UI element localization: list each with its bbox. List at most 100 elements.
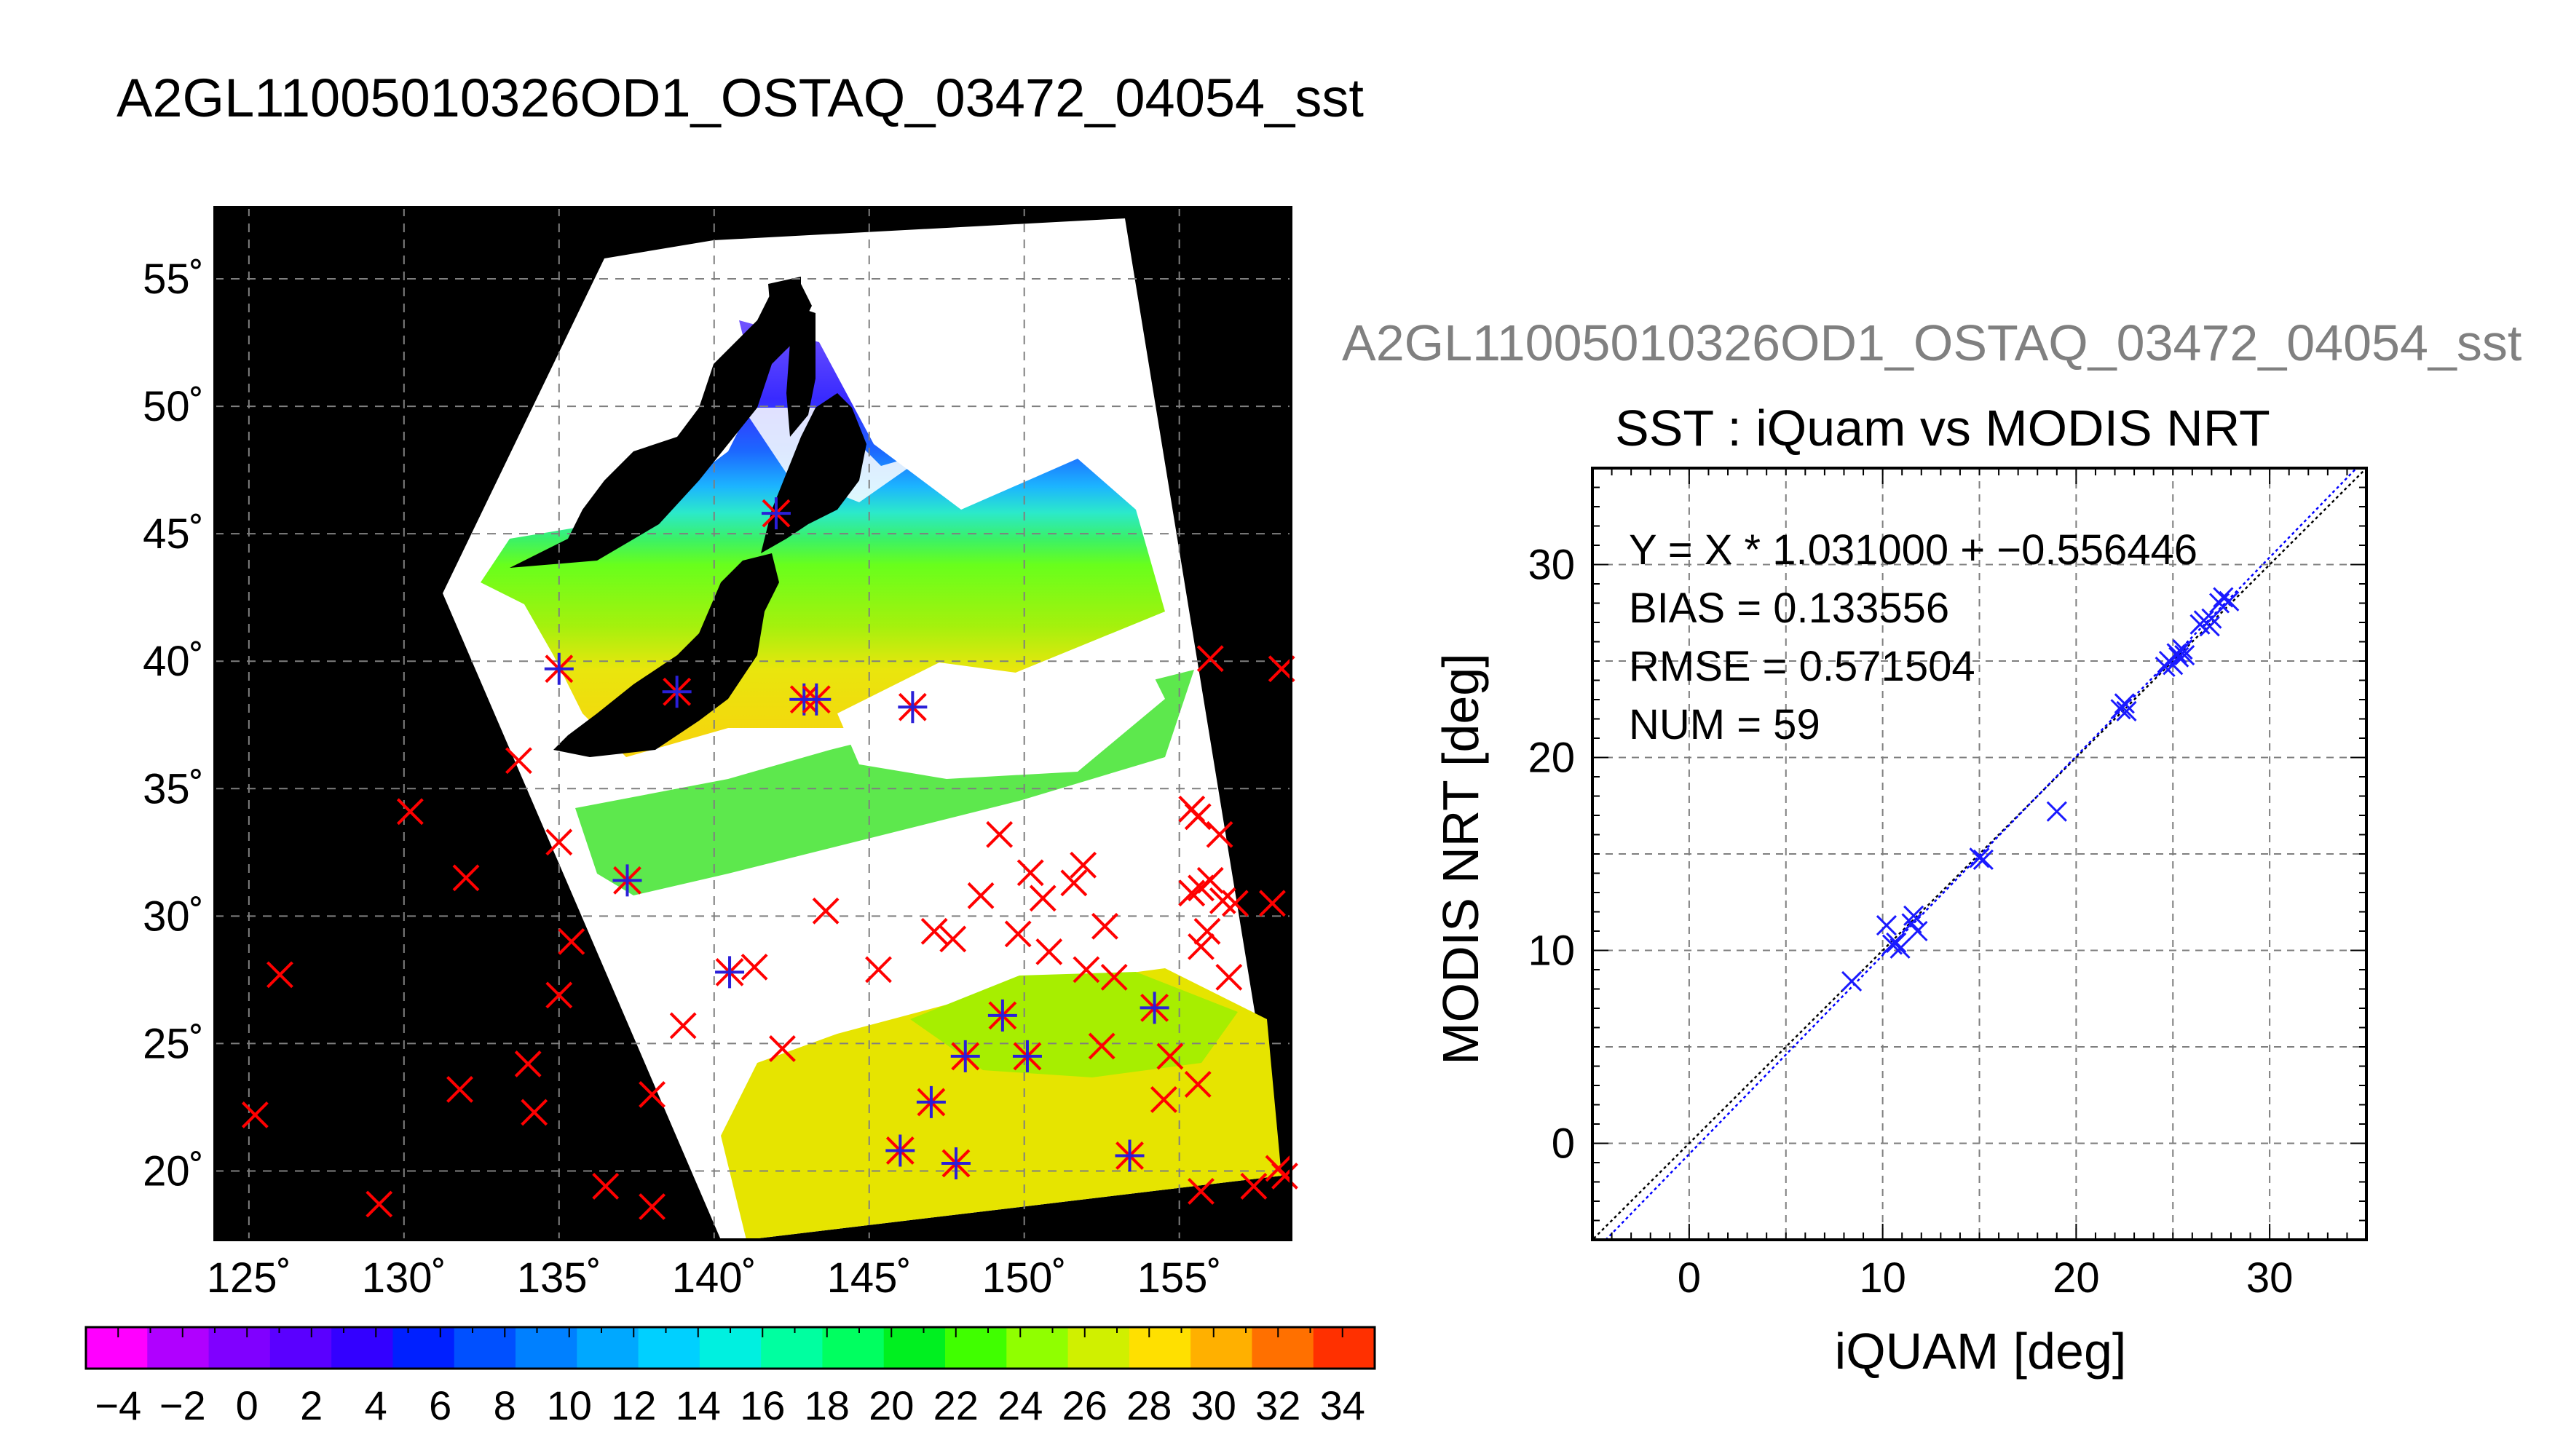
scatter-point: [2046, 801, 2067, 822]
map-marker-unmatched: [1215, 963, 1243, 991]
map-marker-unmatched: [639, 1081, 666, 1108]
map-marker-unmatched: [967, 882, 995, 909]
map-marker-unmatched: [812, 897, 840, 925]
map-marker-unmatched: [1206, 820, 1233, 848]
map-marker-matched: [950, 1040, 980, 1072]
map-marker-matched: [761, 497, 791, 530]
scatter-point: [2116, 700, 2137, 721]
map-x-tick-label: 135˚: [517, 1254, 601, 1302]
map-y-tick-label: 25˚: [143, 1020, 204, 1067]
colorbar-tick-label: 6: [429, 1382, 451, 1428]
scatter-point: [1903, 905, 1924, 926]
sst-colorbar: [84, 1326, 1376, 1370]
map-marker-unmatched: [1178, 879, 1206, 907]
map-y-tick-label: 45˚: [143, 510, 204, 558]
map-marker-matched: [544, 652, 574, 685]
map-x-tick-label: 125˚: [207, 1254, 291, 1302]
colorbar-tick-label: 2: [300, 1382, 323, 1428]
map-marker-matched: [612, 864, 642, 897]
colorbar-segment: [1067, 1327, 1130, 1369]
colorbar-tick-label: 14: [676, 1382, 721, 1428]
map-markers: [241, 497, 1298, 1220]
scatter-point: [2172, 639, 2193, 660]
scatter-point: [2110, 699, 2131, 720]
map-marker-matched: [1115, 1139, 1145, 1172]
map-y-tick-label: 35˚: [143, 765, 204, 812]
map-marker-unmatched: [1091, 912, 1118, 940]
colorbar-segment: [86, 1327, 148, 1369]
map-marker-matched: [1012, 1040, 1042, 1072]
map-marker-unmatched: [241, 1101, 269, 1128]
colorbar-tick-label: 8: [494, 1382, 516, 1428]
scatter-point: [1886, 932, 1907, 953]
map-marker-unmatched: [1150, 1086, 1177, 1113]
colorbar-segment: [883, 1327, 946, 1369]
scatter-stat-line: Y = X * 1.031000 + −0.556446: [1629, 526, 2197, 574]
map-marker-unmatched: [545, 981, 573, 1009]
colorbar-segment: [1190, 1327, 1252, 1369]
map-grid: [215, 207, 1291, 1240]
map-marker-unmatched: [1156, 1042, 1184, 1070]
map-marker-unmatched: [1088, 1032, 1115, 1060]
map-x-tick-label: 155˚: [1137, 1254, 1222, 1302]
colorbar-tick-label: 20: [869, 1382, 914, 1428]
map-marker-unmatched: [1016, 859, 1044, 887]
colorbar-segment: [577, 1327, 639, 1369]
land-honshu: [553, 553, 779, 757]
colorbar-tick-label: 30: [1191, 1382, 1236, 1428]
map-marker-unmatched: [396, 798, 424, 826]
scatter-stats: Y = X * 1.031000 + −0.556446 BIAS = 0.133…: [1629, 526, 2197, 748]
colorbar-segment: [1129, 1327, 1191, 1369]
colorbar-segment: [208, 1327, 271, 1369]
map-marker-unmatched: [514, 1051, 542, 1077]
scatter-panel: A2GL11005010326OD1_OSTAQ_03472_04054_sst…: [1342, 314, 2522, 1380]
cloud-1: [837, 641, 1165, 779]
map-marker-unmatched: [1188, 933, 1215, 960]
map-marker-matched: [941, 1147, 971, 1179]
colorbar-tick-label: 4: [365, 1382, 387, 1428]
land-korea-manchuria: [451, 284, 812, 597]
map-marker-unmatched: [1070, 851, 1097, 879]
scatter-point: [2219, 590, 2240, 612]
land-sakhalin-north: [768, 277, 801, 349]
map-marker-unmatched: [1100, 963, 1128, 991]
map-marker-unmatched: [1240, 1173, 1268, 1200]
map-y-tick-labels: 20˚ 25˚ 30˚ 35˚ 40˚ 45˚ 50˚ 55˚: [143, 256, 204, 1195]
map-marker-matched: [1140, 992, 1169, 1024]
map-marker-unmatched: [1184, 803, 1212, 831]
map-marker-unmatched: [452, 864, 480, 892]
scatter-point: [2174, 644, 2195, 666]
colorbar-segment: [699, 1327, 762, 1369]
scatter-points: [1841, 587, 2240, 992]
one-to-one-line: [1592, 468, 2366, 1240]
map-marker-unmatched: [1265, 1155, 1292, 1182]
map-marker-unmatched: [1004, 920, 1032, 948]
map-marker-unmatched: [521, 1099, 548, 1126]
colorbar-segment: [454, 1327, 516, 1369]
scatter-y-tick-label: 30: [1528, 542, 1575, 589]
map-y-tick-label: 30˚: [143, 893, 204, 940]
colorbar-segment: [516, 1327, 577, 1369]
map-frame: [213, 206, 1292, 1241]
scatter-point: [2166, 643, 2187, 664]
colorbar-tick-label: 24: [998, 1382, 1043, 1428]
scatter-point: [1969, 847, 1990, 869]
scatter-grid: [1592, 468, 2366, 1240]
map-marker-unmatched: [769, 1034, 796, 1062]
scatter-stat-line: NUM = 59: [1629, 701, 1820, 748]
map-marker-unmatched: [865, 956, 892, 984]
colorbar-tick-label: 10: [547, 1382, 592, 1428]
scatter-y-tick-label: 10: [1528, 927, 1575, 975]
scatter-point: [1972, 849, 1994, 871]
scatter-point: [2155, 656, 2176, 678]
map-marker-unmatched: [1221, 890, 1249, 917]
colorbar-segment: [392, 1327, 455, 1369]
scatter-title: SST : iQuam vs MODIS NRT: [1615, 400, 2270, 456]
map-marker-unmatched: [1035, 938, 1063, 965]
map-x-tick-label: 150˚: [982, 1254, 1067, 1302]
colorbar-tick-label: 18: [805, 1382, 850, 1428]
colorbar-tick-labels: −4 −2 0 2 4 6 8 10 12 14 16 18 20 22 24 26 28 30 32 34: [95, 1382, 1365, 1428]
map-y-tick-label: 20˚: [143, 1147, 204, 1195]
colorbar-tick-label: 0: [236, 1382, 258, 1428]
colorbar-segment: [945, 1327, 1007, 1369]
